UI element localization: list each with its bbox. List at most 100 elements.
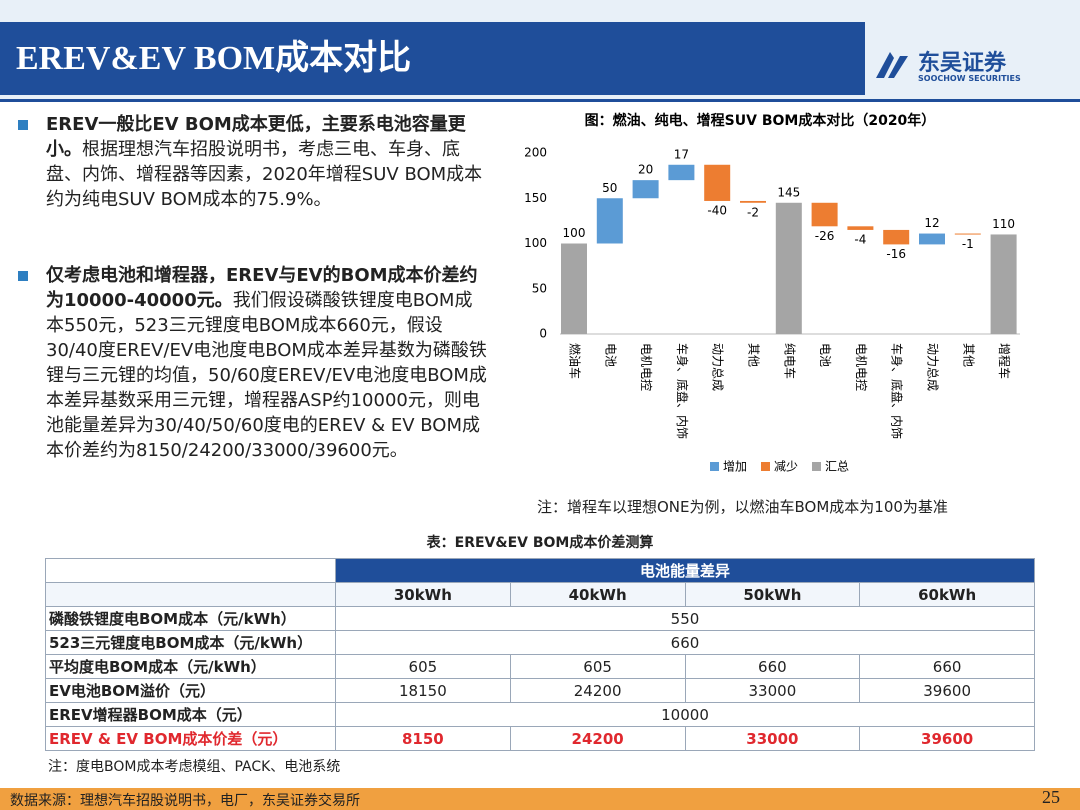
bar (954, 233, 981, 235)
data-label: 100 (563, 226, 586, 240)
bar (740, 200, 766, 203)
legend-label: 汇总 (825, 460, 849, 474)
row-label: 磷酸铁锂度电BOM成本（元/kWh） (45, 606, 336, 631)
data-label: -4 (854, 232, 866, 246)
x-tick-label: 其他 (747, 343, 761, 367)
logo-subtext: SOOCHOW SECURITIES (918, 74, 1021, 83)
header-row: 电池能量差异 (45, 558, 1035, 583)
group-header: 电池能量差异 (335, 558, 1035, 583)
legend-label: 减少 (774, 460, 798, 474)
table-row: EREV增程器BOM成本（元） 10000 (45, 702, 1035, 727)
slide-title: EREV&EV BOM成本对比 (0, 22, 865, 95)
header-cell (45, 558, 336, 583)
table-cell: 660 (684, 654, 861, 679)
data-label: -2 (747, 205, 759, 219)
table-cell: 8150 (335, 726, 511, 751)
x-tick-label: 电机电控 (639, 343, 653, 391)
x-tick-label: 燃油车 (568, 343, 583, 379)
bar (990, 234, 1017, 334)
table-row: EV电池BOM溢价（元） 18150 24200 33000 39600 (45, 678, 1035, 703)
bullet-text: 根据理想汽车招股说明书，考虑三电、车身、底盘、内饰、增程器等因素，2020年增程… (46, 139, 483, 210)
column-header: 60kWh (859, 582, 1035, 607)
bar (919, 233, 945, 245)
table-cell: 39600 (859, 726, 1035, 751)
waterfall-chart: 图：燃油、纯电、增程SUV BOM成本对比（2020年） 0 50 100 150 20… (524, 112, 1020, 474)
data-label: 17 (674, 147, 689, 161)
x-tick-label: 动力总成 (926, 343, 940, 391)
y-tick-label: 200 (524, 146, 547, 160)
table-cell: 660 (859, 654, 1035, 679)
data-label: -26 (815, 229, 835, 243)
y-tick-label: 50 (532, 281, 547, 295)
x-tick-label: 纯电车 (782, 343, 797, 379)
data-label: 145 (777, 185, 800, 199)
row-label: EREV增程器BOM成本（元） (45, 702, 336, 727)
x-tick-label: 增程车 (997, 343, 1012, 379)
header-rule (0, 99, 1080, 102)
bar (847, 226, 874, 230)
table-cell: 605 (509, 654, 686, 679)
table-row: 523三元锂度电BOM成本（元/kWh） 660 (45, 630, 1035, 655)
footer-band (0, 788, 1080, 810)
y-tick-label: 0 (539, 327, 547, 341)
column-header: 30kWh (335, 582, 511, 607)
bar (811, 202, 838, 227)
table-cell: 24200 (509, 678, 686, 703)
bar (596, 198, 623, 244)
table-row: 平均度电BOM成本（元/kWh） 605 605 660 660 (45, 654, 1035, 679)
table-row: EREV & EV BOM成本价差（元） 8150 24200 33000 39600 (45, 726, 1035, 751)
row-label: EREV & EV BOM成本价差（元） (45, 726, 336, 751)
table-title: 表：EREV&EV BOM成本价差测算 (426, 535, 654, 551)
column-header: 50kWh (684, 582, 861, 607)
x-tick-label: 车身、底盘、内饰 (675, 343, 690, 439)
header-cell (45, 582, 336, 607)
legend-label: 增加 (723, 460, 747, 474)
chart-note: 注：增程车以理想ONE为例，以燃油车BOM成本为100为基准 (537, 498, 948, 516)
legend-swatch (761, 462, 770, 471)
footer-source: 数据来源：理想汽车招股说明书，电厂，东吴证券交易所 (10, 793, 360, 809)
y-tick-label: 150 (524, 191, 547, 205)
row-label: 平均度电BOM成本（元/kWh） (45, 654, 336, 679)
data-label: -1 (962, 237, 974, 251)
legend-swatch (812, 462, 821, 471)
table-cell: 18150 (335, 678, 511, 703)
logo-mark (876, 52, 908, 78)
bar (632, 180, 659, 199)
row-label: EV电池BOM溢价（元） (45, 678, 336, 703)
bullet-text: 我们假设磷酸铁锂度电BOM成本550元，523三元锂度电BOM成本660元，假设… (46, 290, 487, 461)
column-row: 30kWh 40kWh 50kWh 60kWh (45, 582, 1035, 607)
x-tick-label: 车身、底盘、内饰 (890, 343, 905, 439)
table-cell: 33000 (684, 726, 861, 751)
legend-swatch (710, 462, 719, 471)
column-header: 40kWh (509, 582, 686, 607)
bar (561, 243, 587, 334)
chart-title: 图：燃油、纯电、增程SUV BOM成本对比（2020年） (585, 112, 936, 129)
data-label: -40 (707, 203, 727, 217)
bullet-bold: 仅考虑电池和增程器，EREV与EV的BOM成本价差约为10000-40000元。 (46, 265, 478, 311)
y-tick-label: 100 (524, 236, 547, 250)
table-cell: 660 (335, 630, 1035, 655)
bullet: EREV一般比EV BOM成本更低，主要系电池容量更小。根据理想汽车招股说明书，… (18, 112, 488, 212)
table-cell: 550 (335, 606, 1035, 631)
bar (704, 164, 731, 201)
x-tick-label: 其他 (961, 343, 975, 367)
row-label: 523三元锂度电BOM成本（元/kWh） (45, 630, 336, 655)
x-tick-label: 动力总成 (711, 343, 725, 391)
data-label: 110 (992, 217, 1015, 231)
table-cell: 39600 (859, 678, 1035, 703)
data-label: -16 (886, 247, 906, 261)
x-tick-label: 电池 (603, 343, 617, 367)
page-number: 25 (1042, 787, 1060, 807)
table-note: 注：度电BOM成本考虑模组、PACK、电池系统 (48, 759, 341, 775)
table-row: 磷酸铁锂度电BOM成本（元/kWh） 550 (45, 606, 1035, 631)
data-label: 12 (924, 216, 939, 230)
table-cell: 24200 (509, 726, 686, 751)
bullet-bold: EREV一般比EV BOM成本更低，主要系电池容量更小。 (46, 114, 466, 160)
x-tick-label: 电机电控 (854, 343, 868, 391)
table-cell: 33000 (684, 678, 861, 703)
cost-table: 电池能量差异 30kWh 40kWh 50kWh 60kWh 磷酸铁锂度电BOM成本（元/… (45, 558, 1035, 751)
logo-text: 东吴证券 (918, 51, 1007, 76)
table-cell: 10000 (335, 702, 1035, 727)
data-label: 20 (638, 163, 653, 177)
